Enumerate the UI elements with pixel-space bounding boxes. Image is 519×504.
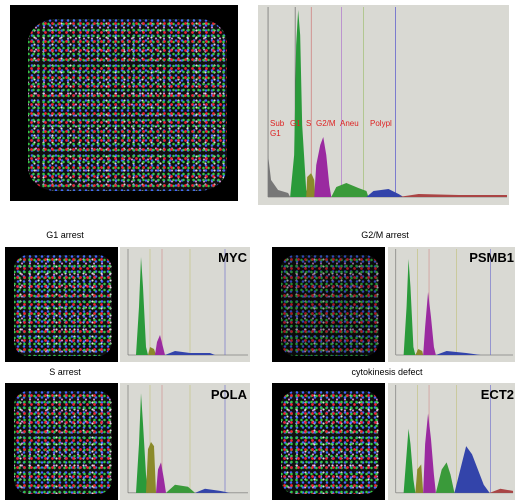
- phase-label: S: [306, 119, 312, 128]
- histogram: [388, 383, 515, 500]
- histogram: [120, 383, 250, 500]
- histogram: [258, 5, 509, 205]
- phase-label: G1: [270, 129, 281, 138]
- gene-label: ECT2: [480, 387, 514, 402]
- panel-title: G2/M arrest: [361, 230, 409, 240]
- phase-label: G1: [290, 119, 301, 128]
- histogram: [120, 247, 250, 362]
- panel-title: S arrest: [49, 367, 81, 377]
- gene-label: POLA: [210, 387, 247, 402]
- phase-label: G2/M: [316, 119, 336, 128]
- histogram: [388, 247, 515, 362]
- panel-title: cytokinesis defect: [351, 367, 423, 377]
- panel-title: G1 arrest: [46, 230, 84, 240]
- gene-label: MYC: [218, 250, 247, 265]
- cell-image: [272, 383, 385, 500]
- phase-label: Sub: [270, 119, 285, 128]
- phase-label: Polypl: [370, 119, 392, 128]
- cell-image: [5, 247, 118, 362]
- phase-label: Aneu: [340, 119, 359, 128]
- gene-label: PSMB1: [469, 250, 514, 265]
- cell-image: [10, 5, 238, 201]
- cell-image: [272, 247, 385, 362]
- cell-image: [5, 383, 118, 500]
